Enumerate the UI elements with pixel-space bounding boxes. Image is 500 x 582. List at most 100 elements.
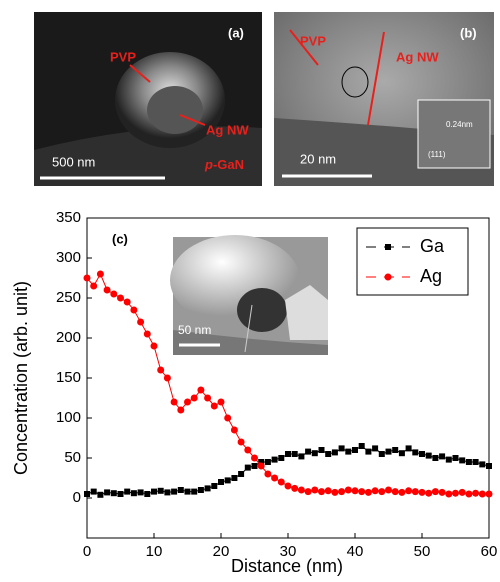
marker xyxy=(345,448,352,455)
marker xyxy=(190,394,198,402)
overlay: 50 nm (c) Ga Ag xyxy=(112,227,469,355)
marker xyxy=(297,486,305,494)
marker xyxy=(352,447,358,453)
marker xyxy=(230,426,238,434)
scale-label: 50 nm xyxy=(178,323,211,337)
label-part: p xyxy=(204,157,213,172)
marker xyxy=(472,459,479,465)
marker xyxy=(398,450,405,457)
marker xyxy=(197,487,204,493)
marker xyxy=(217,398,225,406)
marker xyxy=(124,488,131,495)
x-tick-label: 50 xyxy=(414,543,431,560)
marker xyxy=(151,488,157,495)
marker xyxy=(378,488,386,496)
legend xyxy=(356,227,469,296)
marker xyxy=(130,490,137,497)
marker xyxy=(372,445,379,452)
marker xyxy=(251,463,258,469)
marker xyxy=(351,487,359,495)
label: PVP xyxy=(300,33,326,48)
y-tick-label: 0 xyxy=(73,489,81,506)
marker xyxy=(311,486,319,494)
marker xyxy=(472,489,480,497)
marker xyxy=(251,454,258,462)
y-axis-title: Concentration (arb. unit) xyxy=(11,281,31,475)
arrow xyxy=(289,29,319,66)
shape xyxy=(285,285,328,340)
marker xyxy=(164,489,171,496)
y-tick-label: 250 xyxy=(56,289,81,306)
marker xyxy=(344,486,352,494)
label: 0.24nm xyxy=(446,120,473,129)
marker xyxy=(258,459,265,465)
marker xyxy=(278,455,285,461)
marker xyxy=(419,451,425,457)
marker xyxy=(391,488,399,496)
marker xyxy=(144,491,151,497)
marker xyxy=(331,449,338,456)
marker xyxy=(405,445,412,452)
panel-label: (a) xyxy=(228,25,244,40)
x-axis-title: Distance (nm) xyxy=(231,556,343,576)
marker xyxy=(277,478,285,486)
legend-label: Ag xyxy=(420,266,442,286)
marker xyxy=(90,282,98,290)
nanowire-core xyxy=(237,288,287,332)
marker xyxy=(338,445,345,452)
label: Ag NW xyxy=(206,122,249,137)
marker xyxy=(431,488,439,496)
marker xyxy=(237,438,245,446)
marker xyxy=(311,450,318,457)
marker xyxy=(325,451,332,457)
marker xyxy=(452,455,459,461)
marker xyxy=(218,479,224,485)
marker xyxy=(177,487,184,493)
y-tick-label: 50 xyxy=(64,449,81,466)
marker xyxy=(170,398,178,406)
arrow xyxy=(179,114,206,126)
arrow xyxy=(367,31,385,126)
marker xyxy=(486,463,492,469)
marker xyxy=(425,452,432,459)
substrate xyxy=(34,126,262,186)
marker xyxy=(291,484,299,492)
marker xyxy=(285,451,291,457)
marker xyxy=(264,459,271,465)
marker xyxy=(385,448,392,455)
nanowire-core xyxy=(147,86,203,134)
marker xyxy=(157,366,165,374)
marker xyxy=(371,487,379,495)
marker xyxy=(378,451,385,457)
panel-label: (b) xyxy=(460,25,477,40)
marker xyxy=(117,491,124,497)
marker xyxy=(191,488,198,495)
marker xyxy=(445,490,453,498)
marker xyxy=(305,448,312,455)
marker xyxy=(338,488,346,496)
marker xyxy=(318,447,325,453)
marker xyxy=(425,489,433,497)
marker xyxy=(411,488,419,496)
marker xyxy=(231,475,238,481)
marker xyxy=(398,488,406,496)
label: p-GaN xyxy=(204,157,244,172)
marker xyxy=(210,402,218,410)
marker xyxy=(364,488,372,496)
marker xyxy=(432,455,439,461)
x-tick-label: 0 xyxy=(83,543,91,560)
marker xyxy=(459,457,466,464)
marker xyxy=(224,414,232,422)
marker xyxy=(184,398,191,406)
marker xyxy=(110,290,118,298)
marker xyxy=(331,488,339,496)
marker xyxy=(137,489,144,496)
marker xyxy=(479,461,486,468)
y-tick-label: 150 xyxy=(56,369,81,386)
marker xyxy=(143,330,151,338)
marker xyxy=(412,449,419,456)
x-tick-label: 10 xyxy=(146,543,163,560)
marker xyxy=(384,273,392,281)
arrow xyxy=(129,64,151,83)
